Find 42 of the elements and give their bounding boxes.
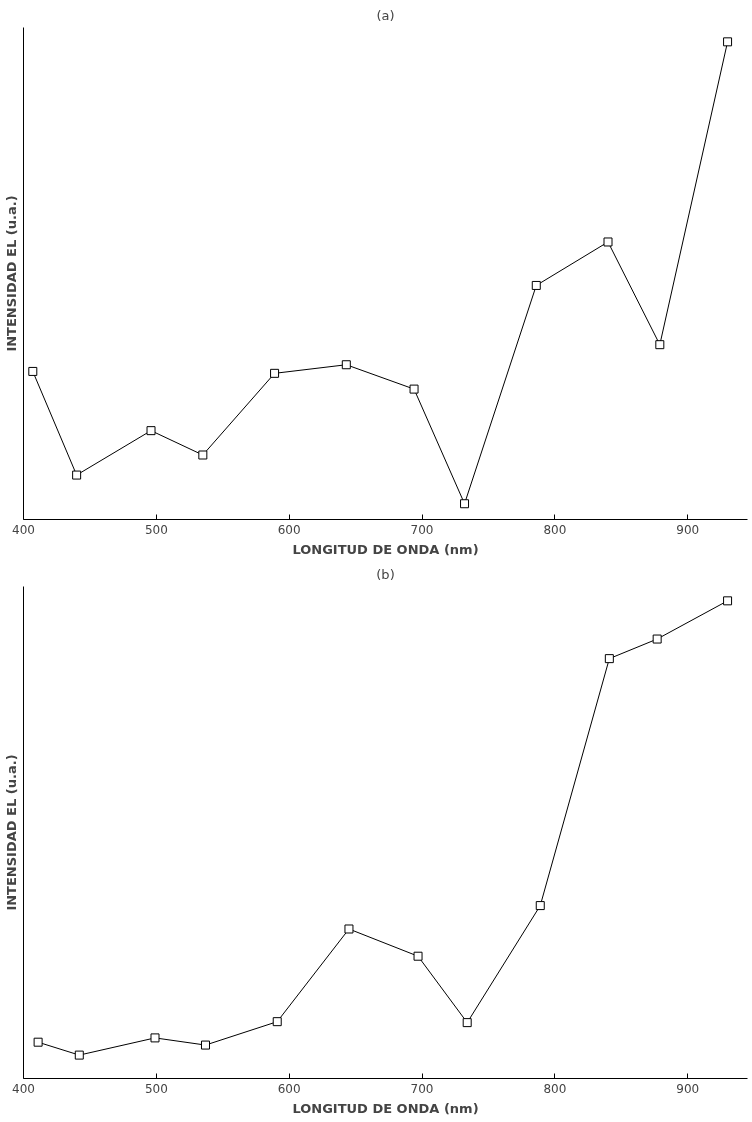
chart-title: (a) xyxy=(376,7,395,23)
point xyxy=(272,1017,282,1027)
point xyxy=(72,470,82,480)
point xyxy=(150,1033,160,1043)
point xyxy=(413,951,423,961)
point xyxy=(655,340,665,350)
y-axis-title: INTENSIDAD EL (u.a.) xyxy=(3,195,19,352)
point xyxy=(33,1037,43,1047)
y-axis-title: INTENSIDAD EL (u.a.) xyxy=(3,754,19,911)
x-tick-label: 800 xyxy=(543,522,567,537)
point xyxy=(531,280,541,290)
point xyxy=(409,384,419,394)
point xyxy=(344,924,354,934)
point xyxy=(723,37,733,47)
chart-title: (b) xyxy=(376,566,395,582)
point xyxy=(341,360,351,370)
point xyxy=(74,1050,84,1060)
x-tick-label: 700 xyxy=(410,1081,434,1096)
point xyxy=(198,450,208,460)
point xyxy=(603,237,613,247)
x-tick-label: 500 xyxy=(144,522,168,537)
point xyxy=(462,1018,472,1028)
x-axis-title: LONGITUD DE ONDA (nm) xyxy=(292,541,479,557)
x-tick-label: 800 xyxy=(543,1081,567,1096)
point xyxy=(604,654,614,664)
x-tick-label: 900 xyxy=(676,522,700,537)
x-tick-label: 400 xyxy=(12,522,35,537)
x-tick-label: 600 xyxy=(277,522,301,537)
point xyxy=(270,368,280,378)
x-axis-title: LONGITUD DE ONDA (nm) xyxy=(292,1100,479,1116)
point xyxy=(28,366,38,376)
x-tick-label: 400 xyxy=(12,1081,35,1096)
point xyxy=(652,634,662,644)
point xyxy=(146,426,156,436)
point xyxy=(201,1040,210,1050)
point xyxy=(460,499,470,509)
x-tick-label: 600 xyxy=(277,1081,301,1096)
point xyxy=(535,901,545,911)
point xyxy=(723,596,733,606)
x-tick-label: 900 xyxy=(676,1081,700,1096)
x-tick-label: 500 xyxy=(144,1081,168,1096)
x-tick-label: 700 xyxy=(410,522,434,537)
